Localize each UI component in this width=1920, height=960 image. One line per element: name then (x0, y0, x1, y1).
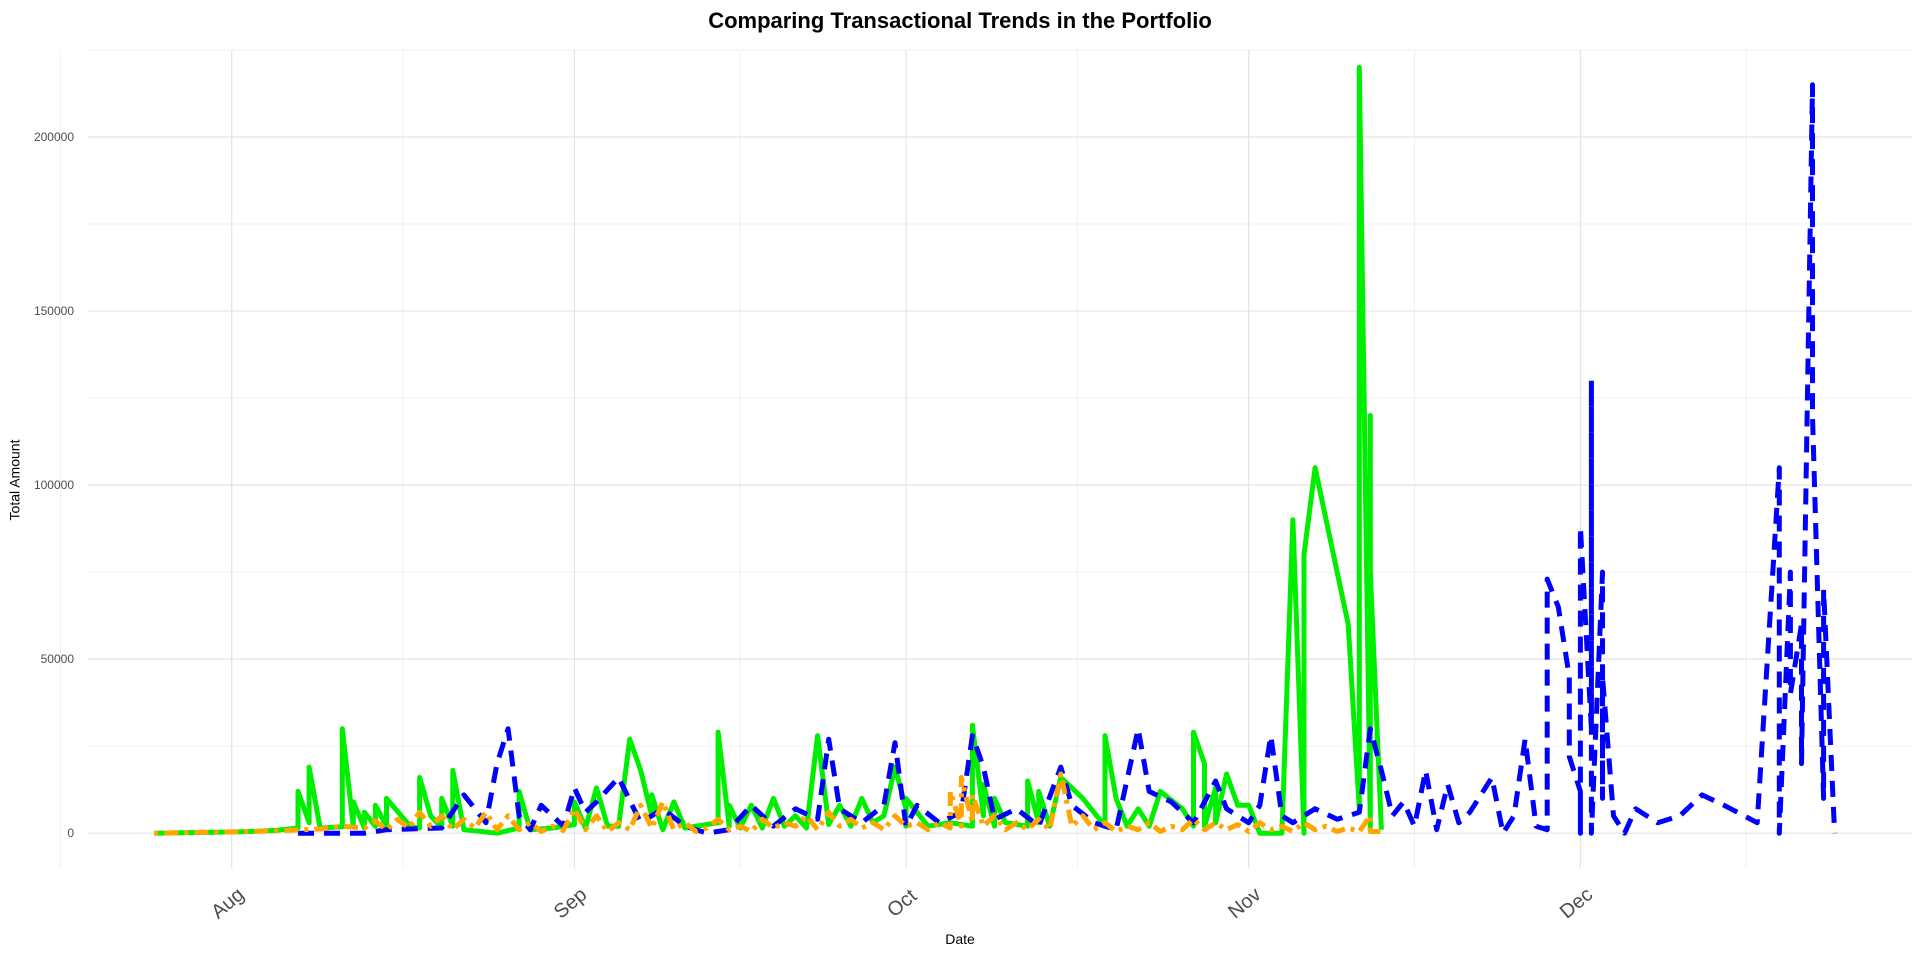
series-layer (154, 64, 1838, 836)
x-tick-label: Nov (1224, 884, 1265, 924)
chart-title: Comparing Transactional Trends in the Po… (708, 8, 1212, 33)
x-tick-label: Oct (883, 885, 921, 922)
x-tick-label: Sep (550, 884, 591, 924)
series-line-1 (154, 64, 1384, 836)
series-line-3 (154, 771, 1382, 836)
y-tick-label: 0 (67, 826, 74, 840)
x-tick-label: Dec (1556, 884, 1597, 924)
grid-layer (59, 49, 1912, 868)
y-tick-label: 150000 (34, 304, 74, 318)
y-tick-label: 50000 (41, 652, 75, 666)
y-tick-label: 200000 (34, 130, 74, 144)
series-line-2 (298, 82, 1838, 836)
x-axis-label: Date (945, 931, 975, 947)
y-tick-label: 100000 (34, 478, 74, 492)
x-tick-label: Aug (207, 884, 248, 924)
